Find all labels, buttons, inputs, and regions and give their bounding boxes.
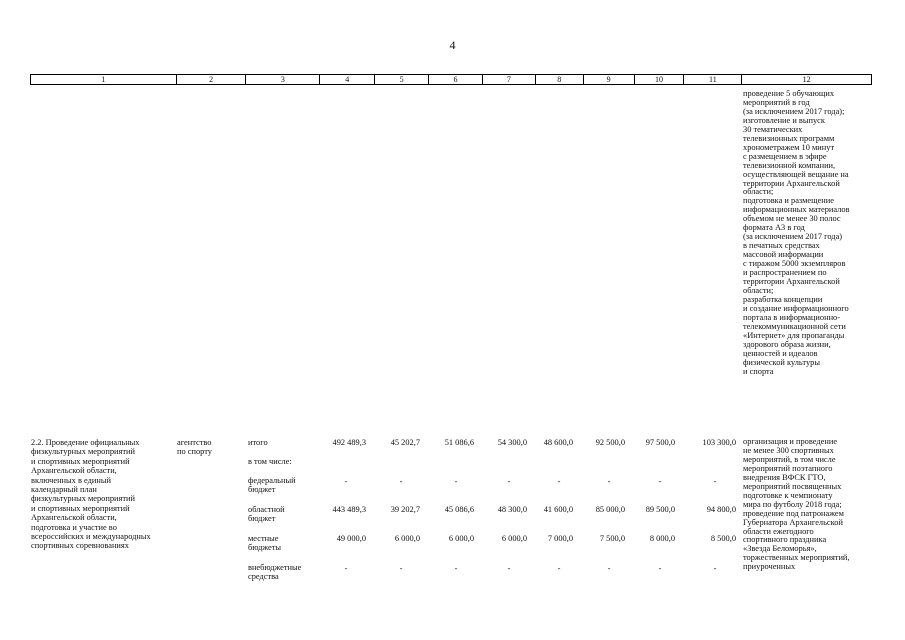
header-col-12: 12 xyxy=(802,75,811,84)
total-value: 92 500,0 xyxy=(595,438,625,447)
federal-value: - xyxy=(507,477,511,486)
extra-value: - xyxy=(557,564,561,573)
source-federal: федеральный бюджет xyxy=(248,476,296,495)
federal-value: - xyxy=(607,477,611,486)
header-col-11: 11 xyxy=(684,75,743,84)
local-value: 6 000,0 xyxy=(394,534,420,543)
local-value: 6 000,0 xyxy=(501,534,527,543)
total-value: 97 500,0 xyxy=(645,438,675,447)
header-col-9: 9 xyxy=(584,75,635,84)
local-value: 7 000,0 xyxy=(547,534,573,543)
page-number: 4 xyxy=(449,38,456,52)
header-col-8: 8 xyxy=(536,75,584,84)
total-value: 103 300,0 xyxy=(702,438,737,447)
total-value: 54 300,0 xyxy=(497,438,527,447)
regional-value: 89 500,0 xyxy=(645,505,675,514)
source-total: итого xyxy=(248,438,268,447)
regional-value: 48 300,0 xyxy=(497,505,527,514)
extra-value: - xyxy=(399,564,403,573)
regional-value: 94 800,0 xyxy=(706,505,736,514)
source-local: местные бюджеты xyxy=(248,534,282,553)
total-value: 51 086,6 xyxy=(444,438,474,447)
header-col-2: 2 xyxy=(177,75,247,84)
continuation-text: проведение 5 обучающих мероприятий в год… xyxy=(743,89,850,376)
regional-value: 39 202,7 xyxy=(390,505,420,514)
extra-value: - xyxy=(713,564,717,573)
federal-value: - xyxy=(557,477,561,486)
federal-value: - xyxy=(344,477,348,486)
header-col-10: 10 xyxy=(635,75,685,84)
extra-value: - xyxy=(658,564,662,573)
regional-value: 41 600,0 xyxy=(543,505,573,514)
header-col-5: 5 xyxy=(375,75,430,84)
extra-value: - xyxy=(454,564,458,573)
total-value: 45 202,7 xyxy=(390,438,420,447)
activity-executor: агентство по спорту xyxy=(177,438,212,457)
table-header-row: 1 2 3 4 5 6 7 8 9 10 11 12 xyxy=(30,74,872,85)
extra-value: - xyxy=(607,564,611,573)
header-col-6: 6 xyxy=(429,75,483,84)
local-value: 6 000,0 xyxy=(448,534,474,543)
regional-value: 443 489,3 xyxy=(332,505,367,514)
federal-value: - xyxy=(454,477,458,486)
header-col-1: 1 xyxy=(31,75,177,84)
source-extra: внебюджетные средства xyxy=(248,563,302,582)
local-value: 8 500,0 xyxy=(710,534,736,543)
activity-result: организация и проведение не менее 300 сп… xyxy=(743,437,850,572)
activity-name: 2.2. Проведение официальных физкультурны… xyxy=(31,438,151,551)
total-value: 48 600,0 xyxy=(543,438,573,447)
federal-value: - xyxy=(399,477,403,486)
source-including: в том числе: xyxy=(248,457,292,466)
local-value: 7 500,0 xyxy=(599,534,625,543)
federal-value: - xyxy=(658,477,662,486)
local-value: 8 000,0 xyxy=(649,534,675,543)
regional-value: 85 000,0 xyxy=(595,505,625,514)
header-col-3: 3 xyxy=(246,75,321,84)
header-col-7: 7 xyxy=(483,75,536,84)
extra-value: - xyxy=(507,564,511,573)
extra-value: - xyxy=(344,564,348,573)
local-value: 49 000,0 xyxy=(336,534,366,543)
source-regional: областной бюджет xyxy=(248,505,285,524)
total-value: 492 489,3 xyxy=(332,438,367,447)
federal-value: - xyxy=(713,477,717,486)
regional-value: 45 086,6 xyxy=(444,505,474,514)
header-col-4: 4 xyxy=(320,75,376,84)
